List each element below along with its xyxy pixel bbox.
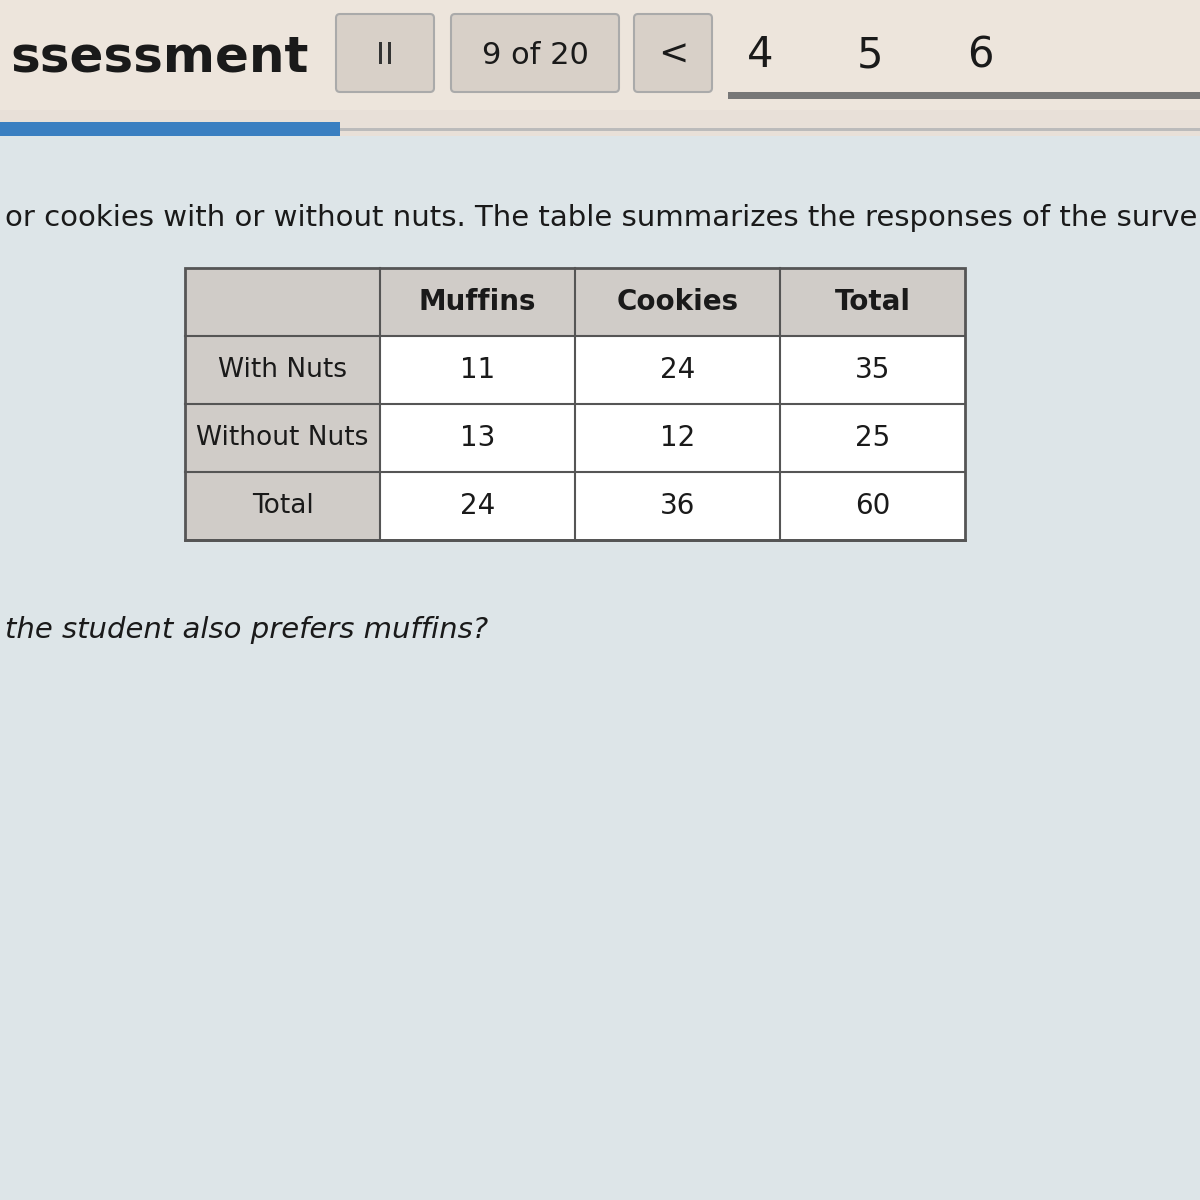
Text: the student also prefers muffins?: the student also prefers muffins?	[5, 616, 488, 644]
Text: Without Nuts: Without Nuts	[197, 425, 368, 451]
Bar	[728, 92, 1200, 98]
Text: 35: 35	[854, 356, 890, 384]
Text: or cookies with or without nuts. The table summarizes the responses of the surve: or cookies with or without nuts. The tab…	[5, 204, 1198, 232]
Bar	[0, 122, 340, 136]
Text: 36: 36	[660, 492, 695, 520]
Text: ssessment: ssessment	[10, 34, 308, 82]
Bar	[185, 336, 380, 404]
Bar	[340, 128, 1200, 131]
Text: II: II	[376, 41, 394, 70]
Text: 12: 12	[660, 424, 695, 452]
Text: 60: 60	[854, 492, 890, 520]
Bar	[185, 268, 965, 336]
Text: Cookies: Cookies	[617, 288, 738, 316]
Bar	[185, 268, 965, 540]
FancyBboxPatch shape	[336, 14, 434, 92]
FancyBboxPatch shape	[451, 14, 619, 92]
Text: Total: Total	[252, 493, 313, 518]
Bar	[185, 472, 380, 540]
Text: 4: 4	[746, 34, 773, 76]
Bar	[185, 404, 380, 472]
FancyBboxPatch shape	[634, 14, 712, 92]
Text: 24: 24	[460, 492, 496, 520]
Text: 6: 6	[967, 34, 994, 76]
Text: With Nuts: With Nuts	[218, 358, 347, 383]
Bar	[0, 0, 1200, 110]
Text: 24: 24	[660, 356, 695, 384]
Bar	[0, 136, 1200, 1200]
Text: Muffins: Muffins	[419, 288, 536, 316]
Text: 25: 25	[854, 424, 890, 452]
Text: 5: 5	[857, 34, 883, 76]
Text: Total: Total	[834, 288, 911, 316]
Bar	[185, 268, 965, 540]
Text: 11: 11	[460, 356, 496, 384]
Text: <: <	[658, 38, 688, 72]
Text: 9 of 20: 9 of 20	[481, 41, 588, 70]
Text: 13: 13	[460, 424, 496, 452]
